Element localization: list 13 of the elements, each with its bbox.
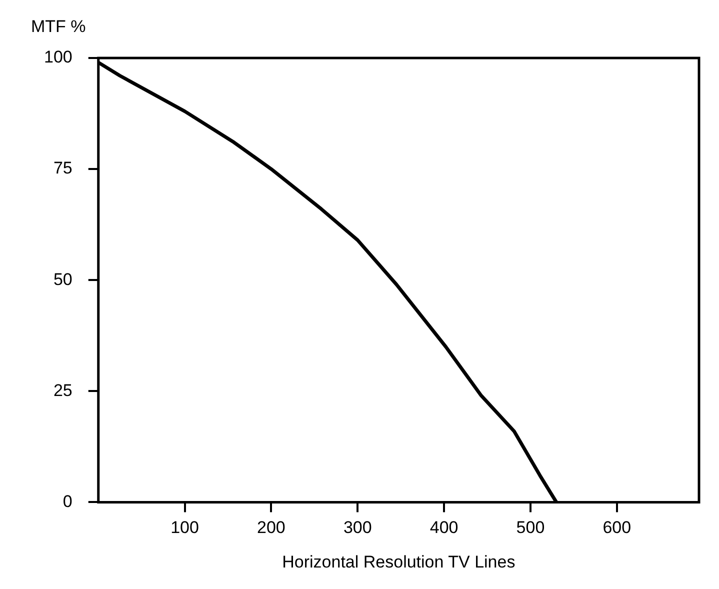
x-tick-label: 300 [343, 518, 372, 538]
x-tick-label: 500 [516, 518, 545, 538]
y-tick-label: 100 [44, 48, 72, 67]
y-tick-label: 25 [53, 380, 72, 400]
x-tick-label: 400 [430, 518, 458, 538]
y-tick-label: 75 [53, 158, 72, 178]
x-axis-title: Horizontal Resolution TV Lines [282, 552, 516, 572]
x-tick-label: 200 [257, 518, 286, 538]
y-tick-label: 50 [53, 270, 72, 289]
x-tick-label: 100 [170, 518, 199, 538]
y-tick-label: 0 [62, 492, 72, 511]
x-tick-label: 600 [602, 518, 632, 538]
y-axis-title: MTF % [30, 17, 86, 36]
